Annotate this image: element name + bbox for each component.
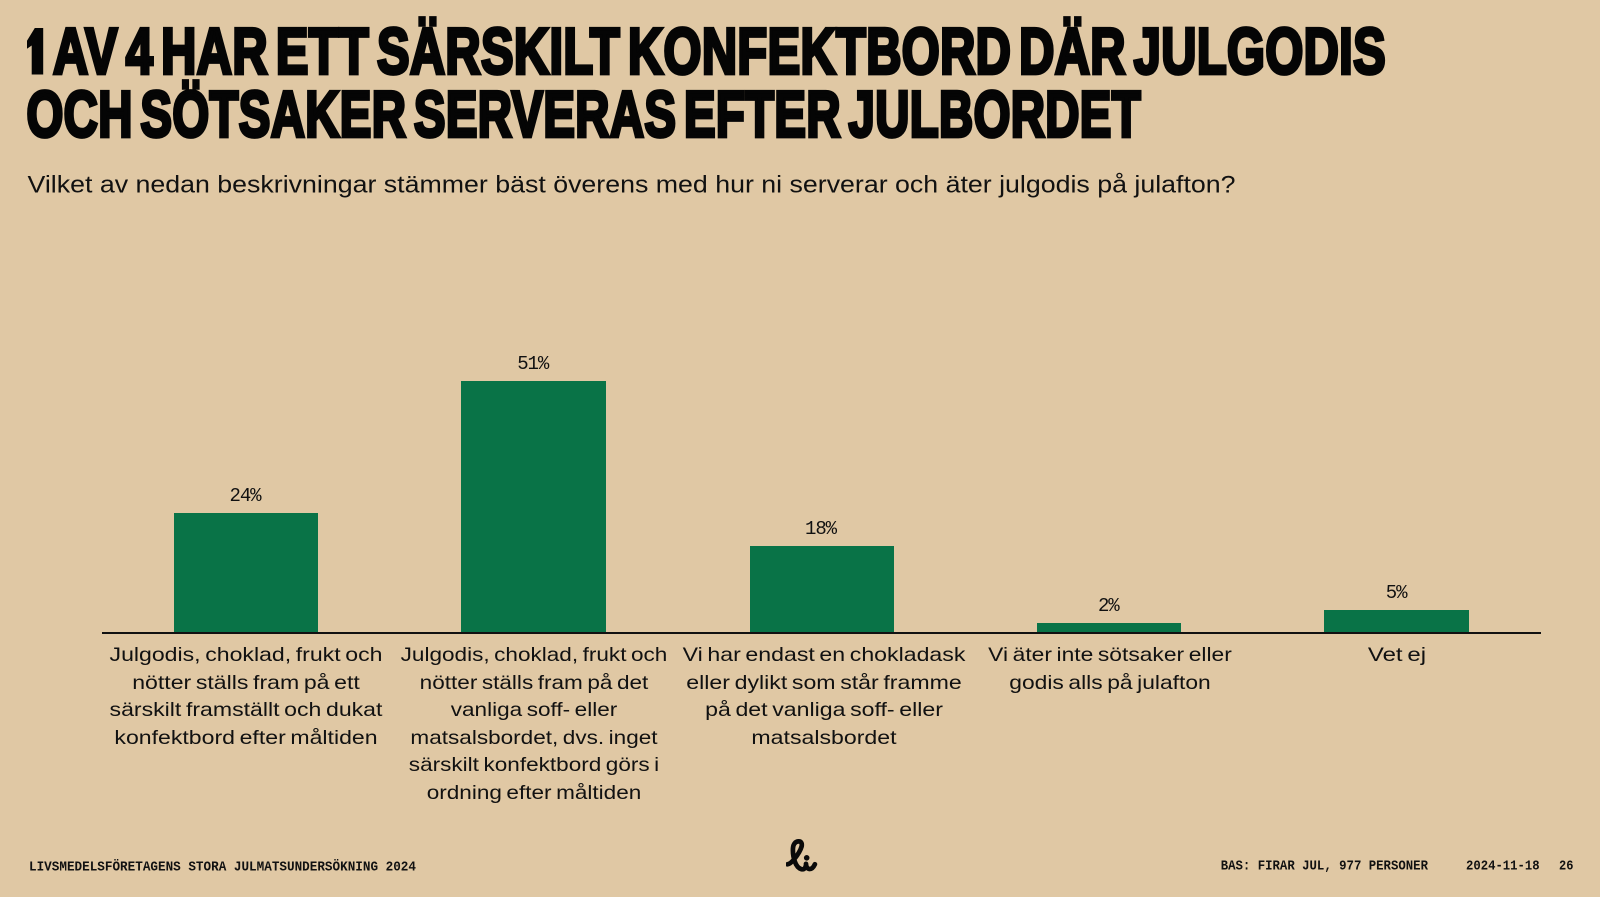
svg-text:BAS: FIRAR JUL, 977 PERSONER: BAS: FIRAR JUL, 977 PERSONER [1221,859,1429,875]
svg-text:Vilket av nedan beskrivningar: Vilket av nedan beskrivningar stämmer bä… [28,172,1236,199]
svg-text:AV 4 HAR ETT SÄRSKILT KONFEKTB: AV 4 HAR ETT SÄRSKILT KONFEKTBORD DÄR JU… [53,15,1386,88]
svg-text:2024-11-18: 2024-11-18 [1466,859,1540,875]
svg-text:LIVSMEDELSFÖRETAGENS STORA JUL: LIVSMEDELSFÖRETAGENS STORA JULMATSUNDERS… [29,859,416,876]
svg-text:26: 26 [1559,859,1573,875]
svg-text:OCH SÖTSAKER SERVERAS EFTER JU: OCH SÖTSAKER SERVERAS EFTER JULBORDET [27,78,1142,151]
